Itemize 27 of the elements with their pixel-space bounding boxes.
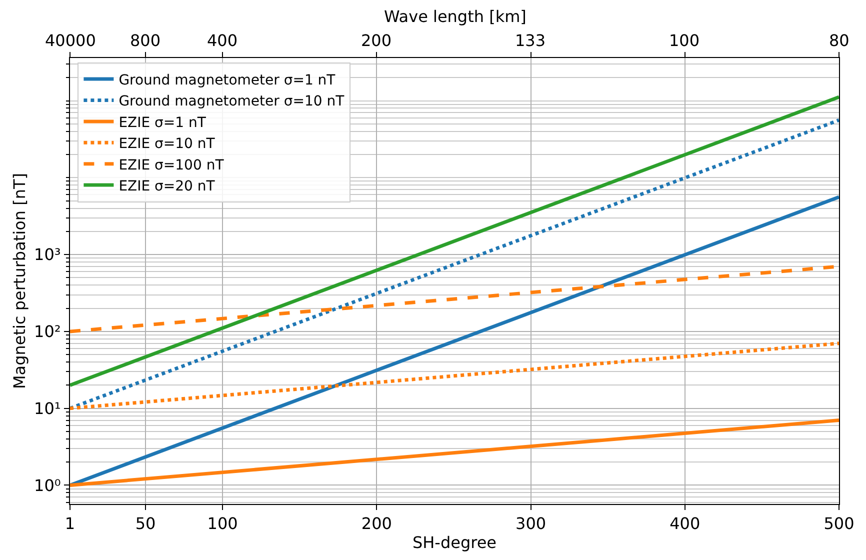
y-axis-title: Magnetic perturbation [nT] [10,172,29,390]
legend-label: EZIE σ=20 nT [118,178,216,195]
legend-label: Ground magnetometer σ=1 nT [118,72,336,89]
x-axis-title: SH-degree [412,532,497,552]
y-tick-label: 10³ [34,245,61,264]
text: 80 [829,31,850,50]
x-tick-label: 200 [361,514,392,534]
y-tick-label: 10⁰ [34,476,61,495]
legend-label: EZIE σ=1 nT [118,114,206,131]
x-tick-label: 50 [135,514,156,534]
x-tick-label: 500 [824,514,854,534]
y-tick-label: 10¹ [34,398,61,418]
legend-label: Ground magnetometer σ=10 nT [118,94,345,110]
text: 400 [207,31,238,50]
x-tick-label: 400 [670,514,700,534]
x2-axis-title: Wave length [km] [384,7,526,26]
text: 100 [669,31,700,50]
text: 40000 [45,31,96,50]
legend-label: EZIE σ=100 nT [118,157,224,174]
x-tick-label: 300 [516,514,546,534]
y-tick-label: 10² [34,322,61,342]
legend-label: EZIE σ=10 nT [118,136,216,152]
text: 133 [515,31,546,50]
text: 200 [361,31,392,50]
x-tick-label: 1 [64,514,76,534]
text: 800 [130,31,161,50]
x-tick-label: 100 [207,514,238,534]
